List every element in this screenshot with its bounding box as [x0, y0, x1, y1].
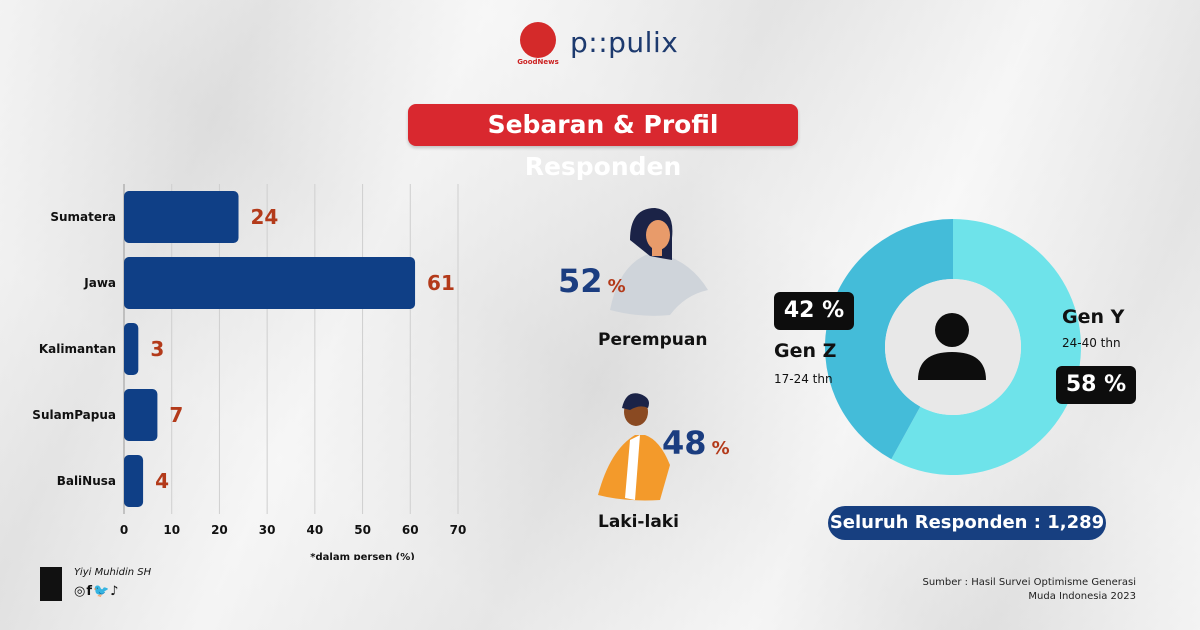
category-label: SulamPapua	[32, 408, 116, 422]
bar-value-label: 4	[155, 469, 169, 493]
author-photo	[40, 567, 62, 601]
generation-donut-chart	[825, 219, 1081, 475]
bar	[124, 257, 416, 309]
female-unit: %	[607, 276, 626, 297]
chart-unit-note: *dalam persen (%)	[310, 552, 415, 560]
gen-y-percentage-badge: 58 %	[1056, 366, 1136, 404]
gen-z-label: Gen Z	[774, 340, 837, 362]
goodnews-logo-icon	[520, 22, 556, 58]
female-percentage: 52 %	[558, 262, 626, 300]
region-bar-chart: 0 10 20 30 40 50 60 70 Sumatera 24 Jawa 61 Kalimanta…	[32, 184, 467, 560]
source-line-2: Muda Indonesia 2023	[1028, 591, 1136, 602]
bar-value-label: 24	[251, 205, 279, 229]
page-title: Sebaran & Profil Responden	[408, 104, 798, 181]
donut-slice-gen-z	[825, 219, 953, 460]
category-label: Sumatera	[50, 210, 116, 224]
woman-figure-icon	[610, 208, 708, 316]
donut-slice-gen-y	[891, 219, 1081, 475]
category-label: BaliNusa	[57, 474, 116, 488]
bar	[124, 323, 139, 375]
x-tick-label: 30	[259, 523, 276, 537]
goodnews-logo-text: GoodNews	[517, 58, 559, 66]
male-label: Laki-laki	[598, 512, 679, 532]
x-tick-label: 0	[120, 523, 128, 537]
person-icon	[918, 313, 986, 380]
author-name: Yiyi Muhidin SH	[74, 567, 152, 578]
bar	[124, 191, 239, 243]
x-tick-label: 10	[163, 523, 180, 537]
populix-logo: p::pulix	[570, 26, 679, 59]
bar	[124, 455, 144, 507]
male-value: 48	[662, 424, 707, 462]
bar	[124, 389, 158, 441]
female-label: Perempuan	[598, 330, 708, 350]
bar-value-label: 61	[427, 271, 455, 295]
x-tick-label: 70	[450, 523, 467, 537]
gen-z-range: 17-24 thn	[774, 372, 833, 386]
bar-value-label: 3	[150, 337, 164, 361]
x-tick-label: 50	[354, 523, 371, 537]
male-unit: %	[711, 438, 730, 459]
category-label: Kalimantan	[39, 342, 116, 356]
male-percentage: 48 %	[662, 424, 730, 462]
x-tick-label: 20	[211, 523, 228, 537]
man-figure-icon	[598, 393, 670, 501]
total-respondents-badge: Seluruh Responden : 1,289	[828, 506, 1106, 540]
female-value: 52	[558, 262, 603, 300]
category-label: Jawa	[83, 276, 116, 290]
gen-z-percentage-badge: 42 %	[774, 292, 854, 330]
source-note: Sumber : Hasil Survei Optimisme Generasi…	[900, 576, 1136, 604]
x-tick-label: 40	[307, 523, 324, 537]
source-line-1: Sumber : Hasil Survei Optimisme Generasi	[922, 577, 1136, 588]
social-media-icons: ◎f🐦♪	[74, 584, 120, 599]
bar-value-label: 7	[169, 403, 183, 427]
x-tick-label: 60	[402, 523, 419, 537]
gen-y-label: Gen Y	[1062, 306, 1125, 328]
gen-y-range: 24-40 thn	[1062, 336, 1121, 350]
donut-hole	[885, 279, 1021, 415]
